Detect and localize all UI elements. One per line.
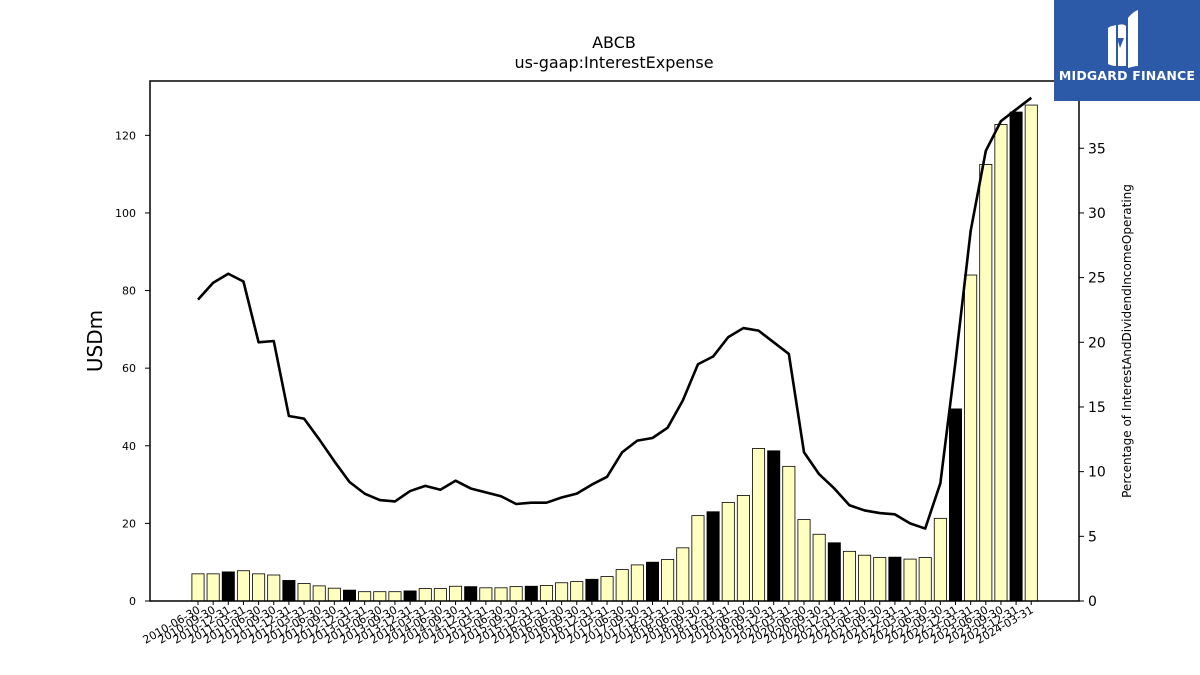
y-tick-label: 60 [122,362,136,375]
bar [358,591,372,602]
bar [842,550,856,602]
bar [873,557,887,602]
y2-tick-label: 0 [1088,594,1097,610]
logo-text: MIDGARD FINANCE [1058,68,1196,83]
bar [555,582,569,602]
bar [736,495,750,602]
y2-tick-label: 30 [1088,206,1106,222]
bar [1024,104,1038,602]
bar [433,588,447,602]
bar [297,583,311,602]
bar [782,465,796,602]
bar [661,559,675,602]
y2-tick-label: 35 [1088,141,1106,157]
bar [403,590,417,602]
bar [236,570,250,602]
bar [949,408,963,602]
plot-frame [149,80,1080,602]
y-tick-label: 100 [115,207,136,220]
logo-mark-icon [1108,10,1138,68]
bar [464,586,478,602]
bar [797,519,811,602]
bar [615,569,629,602]
brand-logo: MIDGARD FINANCE [1054,0,1200,101]
bar [494,587,508,602]
bar [191,573,205,602]
y2-axis-label: Percentage of InterestAndDividendIncomeO… [1120,184,1134,498]
y2-tick-label: 20 [1088,335,1106,351]
bar [479,587,493,602]
y-tick-label: 40 [122,440,136,453]
series-line [197,96,1033,530]
bar [388,591,402,602]
bar [267,574,281,602]
bar [964,274,978,602]
bar [858,554,872,602]
y-tick-label: 20 [122,517,136,530]
y-axis-label: USDm [83,310,107,372]
bar-series [191,104,1038,602]
bar [676,547,690,602]
y-axis-left: 0 20 40 60 80 100 120 [115,129,150,608]
bar [221,571,235,602]
bar [903,558,917,602]
bar [252,573,266,602]
y2-tick-label: 10 [1088,465,1106,481]
bar [600,576,614,602]
bar [646,561,660,602]
bar [342,589,356,602]
y-tick-label: 80 [122,285,136,298]
bar [812,533,826,602]
bar [691,515,705,602]
bar [373,591,387,602]
y2-tick-label: 5 [1088,529,1097,545]
bar [918,557,932,602]
y-axis-right: 0 5 10 15 20 25 30 35 [1079,141,1106,610]
bar [449,585,463,602]
bar [206,573,220,602]
bar [752,448,766,602]
x-axis: 2010-06-302010-09-302010-12-312011-03-31… [141,601,1036,647]
bar [524,585,538,602]
bar [418,588,432,602]
bar [827,542,841,602]
bar [570,581,584,602]
y-tick-label: 120 [115,129,136,142]
bar [721,502,735,602]
bar [630,564,644,602]
bar [509,586,523,602]
y2-tick-label: 15 [1088,400,1106,416]
bar [767,450,781,602]
chart-subtitle: us-gaap:InterestExpense [514,53,713,72]
bar [888,556,902,602]
bar [979,164,993,602]
chart-title: ABCB [592,33,636,52]
bar [706,511,720,602]
y2-tick-label: 25 [1088,271,1106,287]
bar [312,585,326,602]
bar [1009,111,1023,602]
bar [327,587,341,602]
bar [994,124,1008,602]
bar [282,580,296,602]
bar [933,517,947,602]
y-tick-label: 0 [129,595,136,608]
bar [539,585,553,602]
bar [585,578,599,602]
line-series [197,96,1033,530]
